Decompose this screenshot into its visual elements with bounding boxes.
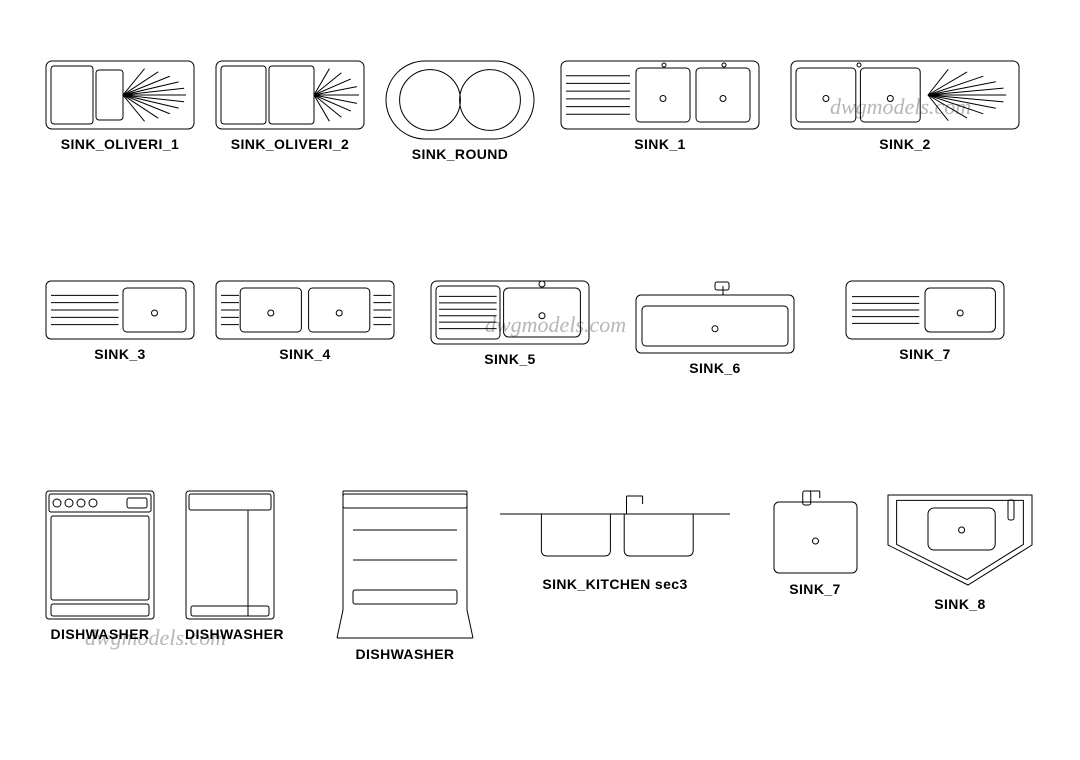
sink_4-cell: SINK_4 — [215, 280, 395, 362]
sink_7b-icon — [770, 490, 860, 575]
sink_1-icon — [560, 60, 760, 130]
sink_6-cell: SINK_6 — [635, 280, 795, 376]
sink_7b-label: SINK_7 — [770, 581, 860, 597]
dishwasher_side-cell: DISHWASHER — [185, 490, 275, 642]
sink_oliveri_1-cell: SINK_OLIVERI_1 — [45, 60, 195, 152]
sink_2-icon — [790, 60, 1020, 130]
dishwasher_open-label: DISHWASHER — [335, 646, 475, 662]
sink_8-cell: SINK_8 — [880, 490, 1040, 612]
sink_7-icon — [845, 280, 1005, 340]
sink_oliveri_1-label: SINK_OLIVERI_1 — [45, 136, 195, 152]
dishwasher_side-label: DISHWASHER — [185, 626, 275, 642]
dishwasher_open-icon — [335, 490, 475, 640]
sink_6-label: SINK_6 — [635, 360, 795, 376]
sink_kitchen_sec3-cell: SINK_KITCHEN sec3 — [500, 490, 730, 592]
sink_2-label: SINK_2 — [790, 136, 1020, 152]
sink_oliveri_2-icon — [215, 60, 365, 130]
sink_oliveri_2-cell: SINK_OLIVERI_2 — [215, 60, 365, 152]
sink_5-label: SINK_5 — [430, 351, 590, 367]
dishwasher_front-label: DISHWASHER — [45, 626, 155, 642]
sink_kitchen_sec3-icon — [500, 490, 730, 570]
sink_4-icon — [215, 280, 395, 340]
sink_6-icon — [635, 280, 795, 354]
sink_8-icon — [880, 490, 1040, 590]
sink_4-label: SINK_4 — [215, 346, 395, 362]
sink_round-cell: SINK_ROUND — [385, 60, 535, 162]
sink_3-label: SINK_3 — [45, 346, 195, 362]
sink_5-icon — [430, 280, 590, 345]
sink_2-cell: SINK_2 — [790, 60, 1020, 152]
sink_1-cell: SINK_1 — [560, 60, 760, 152]
sink_5-cell: SINK_5 — [430, 280, 590, 367]
sink_3-icon — [45, 280, 195, 340]
sink_round-label: SINK_ROUND — [385, 146, 535, 162]
sink_3-cell: SINK_3 — [45, 280, 195, 362]
dishwasher_side-icon — [185, 490, 275, 620]
sink_oliveri_2-label: SINK_OLIVERI_2 — [215, 136, 365, 152]
sink_round-icon — [385, 60, 535, 140]
sink_7b-cell: SINK_7 — [770, 490, 860, 597]
sink_oliveri_1-icon — [45, 60, 195, 130]
sink_7-cell: SINK_7 — [845, 280, 1005, 362]
sink_1-label: SINK_1 — [560, 136, 760, 152]
dishwasher_open-cell: DISHWASHER — [335, 490, 475, 662]
dishwasher_front-icon — [45, 490, 155, 620]
sink_8-label: SINK_8 — [880, 596, 1040, 612]
sink_kitchen_sec3-label: SINK_KITCHEN sec3 — [500, 576, 730, 592]
dishwasher_front-cell: DISHWASHER — [45, 490, 155, 642]
sink_7-label: SINK_7 — [845, 346, 1005, 362]
